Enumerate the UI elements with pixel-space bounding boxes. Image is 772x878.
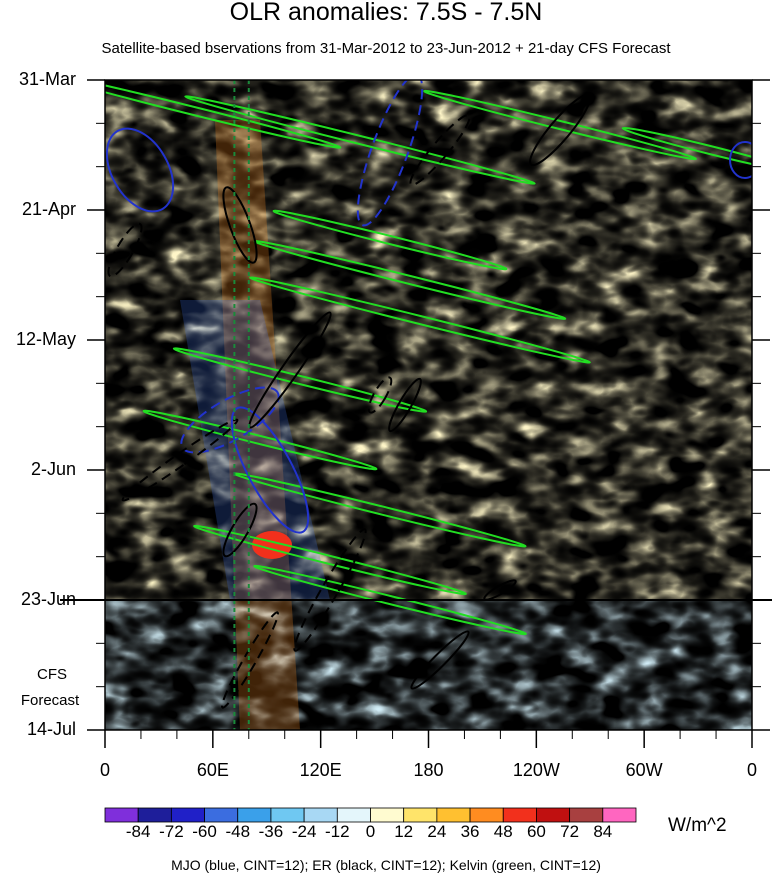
colorbar-swatch [569,807,604,823]
kelvin-contour [105,80,342,149]
colorbar-swatch [403,807,438,823]
colorbar-swatch [602,807,637,823]
y-tick-label: 2-Jun [30,459,76,479]
colorbar-units: W/m^2 [668,815,727,836]
kelvin-contour [249,276,591,364]
colorbar-label: -84 [125,822,151,841]
forecast-label-line1: CFS [37,666,67,683]
er-contour [248,311,332,429]
colorbar-label: -48 [225,822,251,841]
er-contour [293,528,367,652]
colorbar-swatch [502,807,537,823]
er-contour [121,418,239,502]
colorbar-label: 0 [365,822,376,841]
colorbar-label: -36 [258,822,284,841]
colorbar-label: -12 [325,822,350,841]
colorbar-swatch [336,807,371,823]
colorbar-swatch [137,807,172,823]
colorbar-swatch [104,807,139,823]
mjo-contour [105,127,175,213]
colorbar-label: -60 [192,822,217,841]
er-contour [107,222,143,278]
kelvin-contour [272,209,508,271]
er-contour [409,114,471,186]
colorbar-swatch [303,807,338,823]
colorbar-label: 12 [394,822,414,841]
field-deep-blue [105,80,752,730]
x-tick-label: 120W [512,760,560,780]
mjo-contour [180,386,280,454]
x-tick-label: 0 [746,760,757,780]
er-contour [410,630,470,690]
chart-subtitle: Satellite-based bservations from 31-Mar-… [101,40,671,57]
er-contour [221,611,279,709]
wave-contours [105,80,752,730]
x-tick-label: 180 [413,760,444,780]
chart-title: OLR anomalies: 7.5S - 7.5N [229,0,543,26]
x-tick-label: 60W [625,760,663,780]
er-contour [367,376,393,414]
kelvin-contour [253,564,527,636]
colorbar-swatch [204,807,239,823]
y-tick-label: 14-Jul [26,719,76,739]
colorbar-swatch [270,807,305,823]
colorbar-swatch [370,807,405,823]
er-contour [529,93,591,167]
colorbar-swatch [469,807,504,823]
er-contour [222,502,258,558]
kelvin-contour [621,126,752,174]
colorbar-label: 36 [460,822,480,841]
er-contour [222,186,258,264]
contour-note: MJO (blue, CINT=12); ER (black, CINT=12)… [171,857,601,873]
colorbar-label: -24 [291,822,317,841]
y-tick-label: 12-May [15,329,76,349]
kelvin-contour [193,524,467,596]
colorbar-label: 84 [593,822,613,841]
er-contour [388,377,422,433]
colorbar-swatch [237,807,272,823]
y-tick-label: 21-Apr [21,199,76,219]
colorbar-swatch [536,807,571,823]
mjo-contour [230,406,310,534]
kelvin-contour [423,89,697,161]
colorbar-label: 72 [560,822,580,841]
mjo-contour [356,80,424,227]
colorbar-swatch [170,807,205,823]
forecast-label-line2: Forecast [20,692,80,709]
colorbar-label: -72 [159,822,184,841]
colorbar-label: 48 [493,822,513,841]
kelvin-contour [142,409,378,471]
colorbar-label: 60 [526,822,546,841]
kelvin-contour [184,95,536,185]
x-tick-label: 0 [99,760,110,780]
mjo-contour [729,141,752,179]
olr-field [105,80,752,730]
colorbar-swatch [436,807,471,823]
x-tick-label: 120E [299,760,342,780]
y-tick-label: 23-Jun [20,589,76,609]
field-band-cool [180,300,330,600]
colorbar-label: 24 [427,822,447,841]
plot-axes [60,79,772,748]
kelvin-contour [172,347,428,413]
x-tick-label: 60E [196,760,229,780]
colorbar [104,807,637,823]
y-tick-label: 31-Mar [18,69,76,89]
